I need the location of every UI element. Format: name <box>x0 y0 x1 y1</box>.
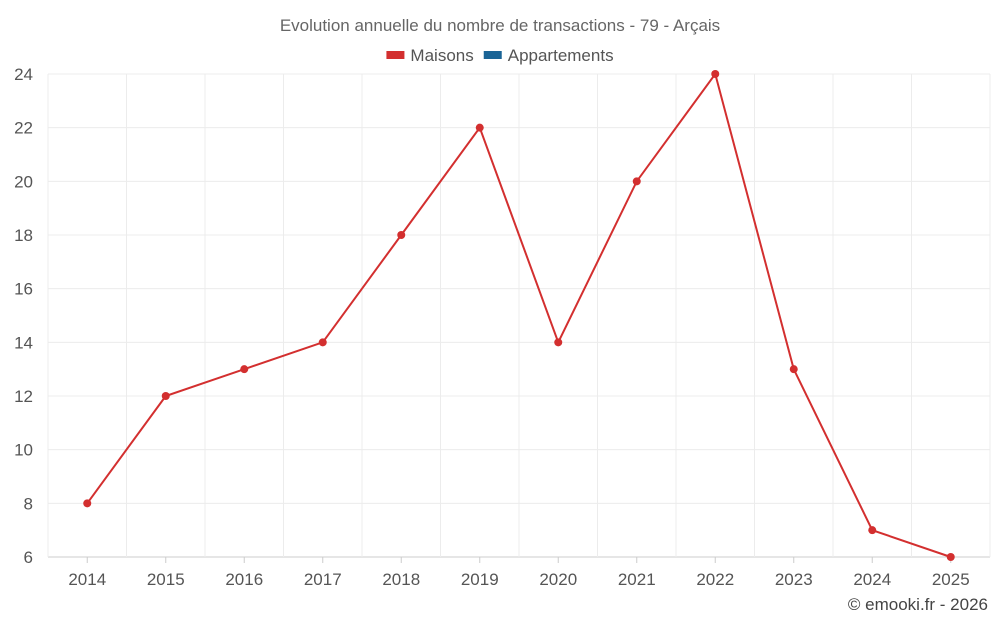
y-tick-label-22: 22 <box>14 119 33 138</box>
legend: Maisons Appartements <box>386 46 614 65</box>
y-tick-label-6: 6 <box>24 548 33 567</box>
data-point-maisons-2022[interactable] <box>711 70 720 78</box>
data-point-maisons-2019[interactable] <box>475 123 484 132</box>
legend-label-appartements: Appartements <box>508 46 614 65</box>
x-tick-label-2020: 2020 <box>539 570 577 589</box>
x-tick-label-2025: 2025 <box>932 570 970 589</box>
data-point-maisons-2015[interactable] <box>161 392 170 400</box>
x-tick-label-2016: 2016 <box>225 570 263 589</box>
x-tick-label-2014: 2014 <box>68 570 106 589</box>
y-tick-label-18: 18 <box>14 226 33 245</box>
data-point-maisons-2023[interactable] <box>789 365 798 374</box>
x-tick-label-2022: 2022 <box>696 570 734 589</box>
y-tick-label-16: 16 <box>14 280 33 299</box>
y-tick-label-10: 10 <box>14 441 33 460</box>
data-point-maisons-2018[interactable] <box>397 231 406 239</box>
y-tick-label-12: 12 <box>14 387 33 406</box>
grid <box>47 73 991 558</box>
data-point-maisons-2025[interactable] <box>946 553 955 561</box>
legend-swatch-appartements[interactable] <box>483 51 502 59</box>
y-tick-label-24: 24 <box>14 65 33 84</box>
y-tick-label-8: 8 <box>24 494 33 513</box>
data-point-maisons-2016[interactable] <box>240 365 249 374</box>
data-point-maisons-2024[interactable] <box>868 526 877 535</box>
data-point-maisons-2014[interactable] <box>83 499 92 508</box>
credit-text: © emooki.fr - 2026 <box>848 595 988 614</box>
data-point-maisons-2020[interactable] <box>554 338 563 347</box>
chart-title: Evolution annuelle du nombre de transact… <box>280 16 720 35</box>
data-point-maisons-2017[interactable] <box>318 338 327 347</box>
x-tick-label-2018: 2018 <box>382 570 420 589</box>
x-tick-label-2015: 2015 <box>147 570 185 589</box>
y-axis-ticks: 6 8 10 12 14 16 18 20 22 24 <box>14 65 33 567</box>
x-tick-label-2023: 2023 <box>775 570 813 589</box>
data-point-maisons-2021[interactable] <box>632 177 641 186</box>
series-line-maisons <box>86 71 952 558</box>
x-tick-label-2021: 2021 <box>618 570 656 589</box>
x-tick-label-2019: 2019 <box>461 570 499 589</box>
y-tick-label-14: 14 <box>14 333 33 352</box>
legend-label-maisons: Maisons <box>410 46 473 65</box>
x-axis-ticks: 2014 2015 2016 2017 2018 2019 2020 2021 2022 2023… <box>68 557 970 589</box>
x-tick-label-2017: 2017 <box>304 570 342 589</box>
series-layer <box>83 70 955 561</box>
x-tick-label-2024: 2024 <box>853 570 891 589</box>
legend-swatch-maisons[interactable] <box>386 51 405 59</box>
y-tick-label-20: 20 <box>14 172 33 191</box>
